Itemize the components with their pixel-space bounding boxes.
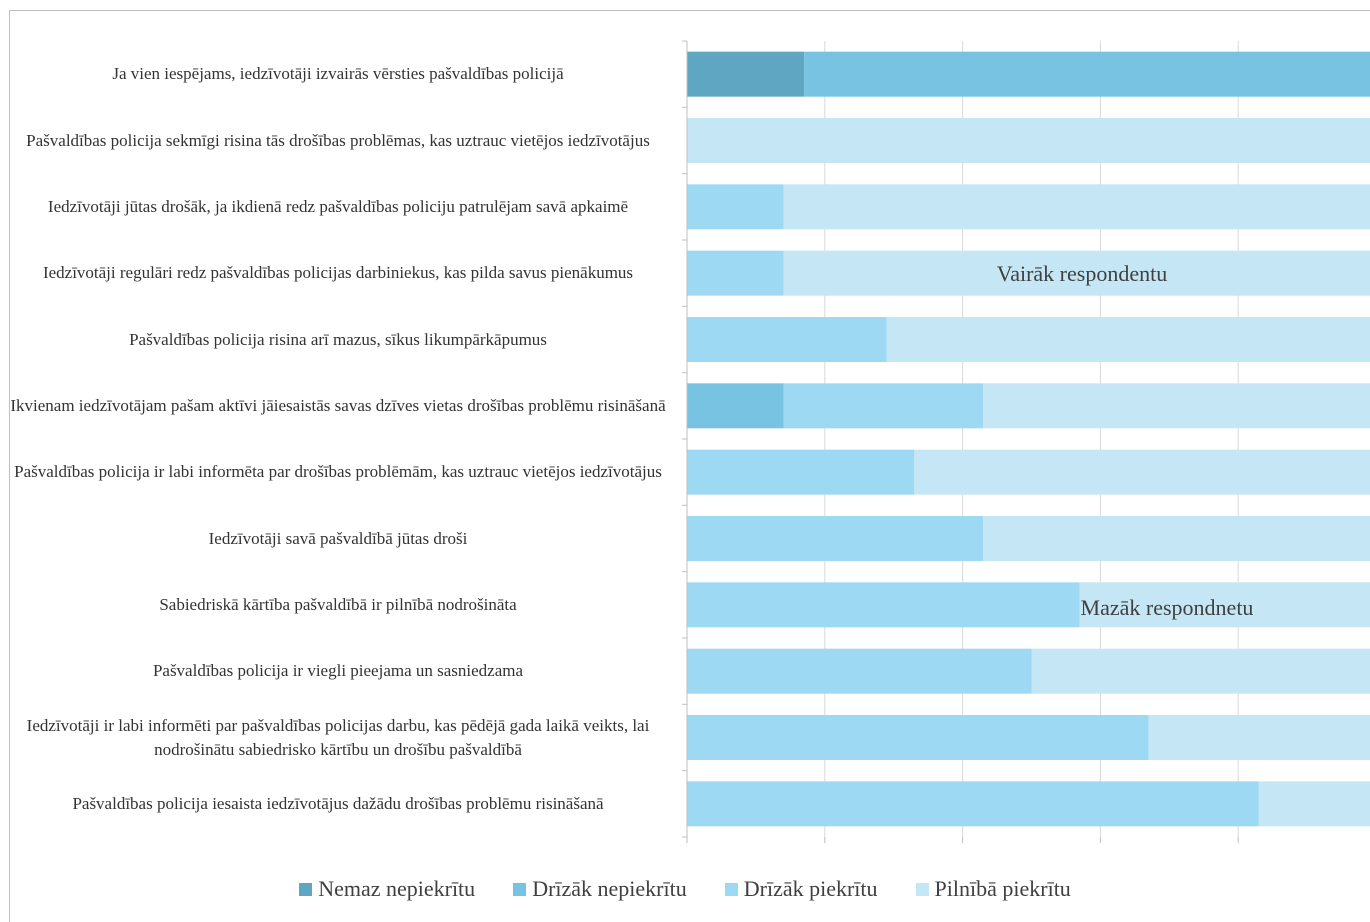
category-label: Pašvaldības policija sekmīgi risina tās … xyxy=(26,130,650,150)
chart-frame xyxy=(9,10,1370,922)
bar-segment xyxy=(687,51,805,97)
category-label: Pašvaldības policija risina arī mazus, s… xyxy=(129,329,547,349)
legend-swatch xyxy=(513,882,527,896)
bar-segment xyxy=(1031,648,1370,694)
category-label: Pašvaldības policija ir viegli pieejama … xyxy=(152,661,524,681)
bar-segment xyxy=(687,250,784,296)
bar-segment xyxy=(914,449,1370,495)
category-label: Ja vien iespējams, iedzīvotāji izvairās … xyxy=(112,64,564,84)
category-label: Sabiedriskā kārtība pašvaldībā ir pilnīb… xyxy=(159,594,517,614)
bars xyxy=(687,51,1370,827)
bar-segment xyxy=(1148,715,1370,760)
bar-segment xyxy=(804,51,1370,97)
bar-segment xyxy=(687,715,1149,760)
bar-segment xyxy=(687,582,1080,628)
legend-item: Drīzāk piekrītu xyxy=(724,876,878,902)
legend-label: Drīzāk piekrītu xyxy=(743,876,878,901)
legend-swatch xyxy=(299,882,313,896)
bar-segment xyxy=(886,317,1370,362)
bar-segment xyxy=(687,383,784,429)
legend-label: Drīzāk nepiekrītu xyxy=(532,876,687,901)
annotation: Vairāk respondentu xyxy=(997,261,1167,286)
bar-segment xyxy=(783,383,984,429)
bar-segment xyxy=(983,383,1370,429)
category-label: Pašvaldības policija iesaista iedzīvotāj… xyxy=(72,793,604,813)
bar-segment xyxy=(1079,582,1370,628)
bar-segment xyxy=(687,317,887,362)
category-label: Iedzīvotāji regulāri redz pašvaldības po… xyxy=(42,263,634,283)
annotation: Mazāk respondnetu xyxy=(1081,595,1254,620)
category-label: Pašvaldības policija ir labi informēta p… xyxy=(14,462,662,482)
bar-segment xyxy=(983,516,1370,561)
legend-item: Nemaz nepiekrītu xyxy=(299,876,475,902)
legend: Nemaz nepiekrītu Drīzāk nepiekrītu Drīzāk … xyxy=(0,876,1370,902)
bar-segment xyxy=(687,648,1032,694)
bar-segment xyxy=(783,184,1370,230)
category-label: Ikvienam iedzīvotājam pašam aktīvi jāies… xyxy=(10,395,666,415)
bar-segment xyxy=(687,449,915,495)
bar-segment xyxy=(687,781,1259,827)
bar-segment xyxy=(1258,781,1370,827)
legend-label: Nemaz nepiekrītu xyxy=(318,876,476,901)
legend-item: Pilnībā piekrītu xyxy=(915,876,1071,902)
category-label: Iedzīvotāji jūtas drošāk, ja ikdienā red… xyxy=(47,196,629,216)
legend-swatch xyxy=(915,882,929,896)
category-label: Iedzīvotāji savā pašvaldībā jūtas droši xyxy=(208,528,468,548)
bar-segment xyxy=(687,516,984,561)
bar-segment xyxy=(687,184,784,230)
legend-label: Pilnībā piekrītu xyxy=(934,876,1071,901)
bar-segment xyxy=(687,118,1370,163)
bar-segment xyxy=(783,250,1370,296)
legend-swatch xyxy=(724,882,738,896)
legend-item: Drīzāk nepiekrītu xyxy=(513,876,687,902)
category-label: Iedzīvotāji ir labi informēti par pašval… xyxy=(26,715,650,759)
